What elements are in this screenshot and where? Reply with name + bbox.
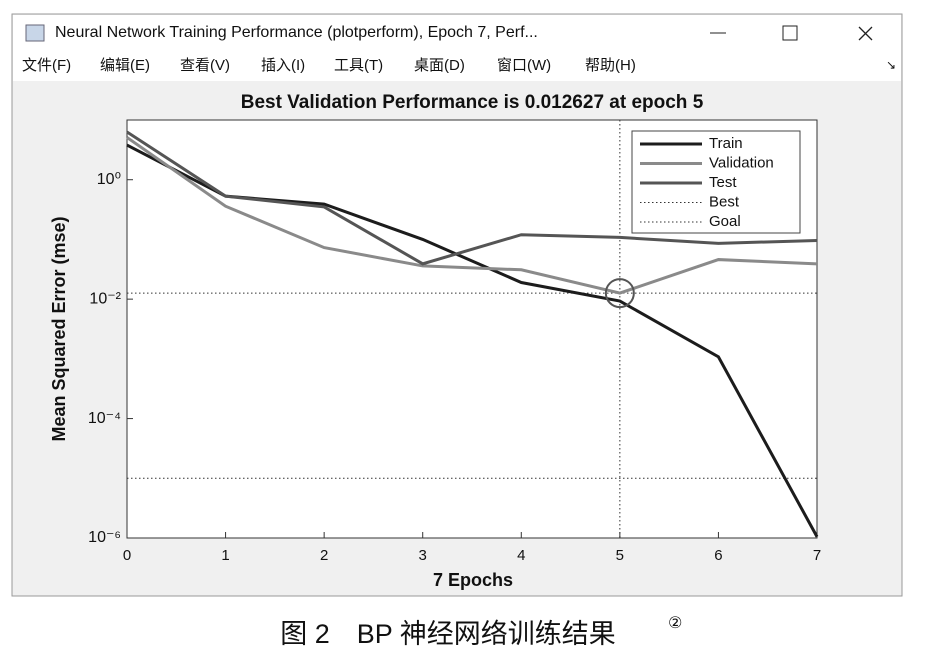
x-tick-label: 5 bbox=[616, 547, 624, 564]
x-tick-label: 7 bbox=[813, 547, 821, 564]
y-tick-label: 10⁻⁶ bbox=[88, 529, 121, 546]
chart-title: Best Validation Performance is 0.012627 … bbox=[241, 92, 704, 113]
window-title: Neural Network Training Performance (plo… bbox=[55, 24, 538, 41]
menu-item[interactable]: 工具(T) bbox=[334, 57, 383, 74]
menu-arrow: ↘ bbox=[886, 58, 896, 72]
y-tick-label: 10⁻² bbox=[89, 290, 121, 307]
x-tick-label: 1 bbox=[221, 547, 229, 564]
x-tick-label: 2 bbox=[320, 547, 328, 564]
x-tick-label: 6 bbox=[714, 547, 722, 564]
legend-label: Best bbox=[709, 193, 740, 210]
caption: 图 2 BP 神经网络训练结果 bbox=[280, 619, 616, 649]
menu-item[interactable]: 插入(I) bbox=[261, 57, 305, 74]
legend-label: Train bbox=[709, 135, 743, 152]
app-icon bbox=[25, 24, 45, 42]
legend-label: Validation bbox=[709, 154, 774, 171]
y-tick-label: 10⁻⁴ bbox=[88, 410, 121, 427]
menu-item[interactable]: 查看(V) bbox=[180, 57, 230, 74]
y-axis-label: Mean Squared Error (mse) bbox=[49, 216, 69, 441]
menu-item[interactable]: 桌面(D) bbox=[414, 57, 465, 74]
x-tick-label: 0 bbox=[123, 547, 131, 564]
series-line bbox=[126, 130, 818, 266]
caption-note: ② bbox=[668, 615, 682, 632]
legend-label: Goal bbox=[709, 213, 741, 230]
x-tick-label: 3 bbox=[419, 547, 427, 564]
close-button[interactable] bbox=[858, 26, 873, 41]
best-marker bbox=[604, 278, 635, 309]
legend-label: Test bbox=[709, 174, 737, 191]
title-bar bbox=[13, 15, 901, 51]
maximize-button[interactable] bbox=[782, 25, 798, 41]
y-tick-label: 10⁰ bbox=[97, 171, 121, 188]
x-axis-label: 7 Epochs bbox=[433, 570, 513, 590]
series-line bbox=[126, 136, 818, 295]
menu-bar bbox=[13, 51, 901, 81]
menu-item[interactable]: 帮助(H) bbox=[585, 57, 636, 74]
menu-item[interactable]: 编辑(E) bbox=[100, 57, 150, 74]
x-tick-label: 4 bbox=[517, 547, 525, 564]
menu-item[interactable]: 窗口(W) bbox=[497, 56, 551, 74]
menu-item[interactable]: 文件(F) bbox=[22, 57, 71, 74]
